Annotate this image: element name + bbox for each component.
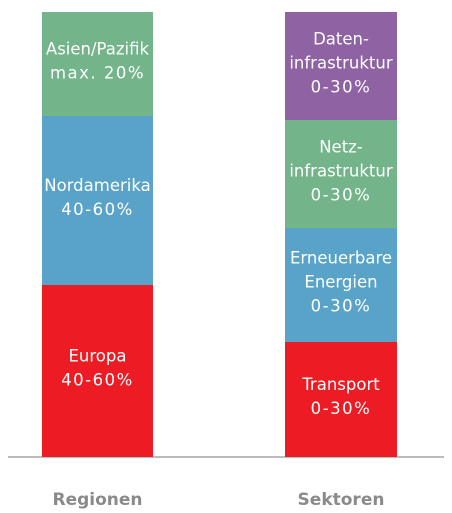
column-label: Regionen bbox=[52, 490, 142, 510]
block-label: 40-60% bbox=[61, 200, 134, 219]
block-label: Asien/Pazifik bbox=[46, 40, 150, 59]
block-label: max. 20% bbox=[50, 64, 145, 83]
block-label: Europa bbox=[69, 347, 127, 366]
block-label: 0-30% bbox=[311, 399, 372, 418]
block-label: Nordamerika bbox=[44, 176, 151, 195]
block-label: 0-30% bbox=[311, 186, 372, 205]
block bbox=[42, 116, 153, 285]
block bbox=[42, 285, 153, 457]
block bbox=[285, 12, 397, 120]
block bbox=[285, 342, 397, 457]
block bbox=[285, 228, 397, 342]
block-label: 0-30% bbox=[311, 78, 372, 97]
block-label: infrastruktur bbox=[289, 54, 393, 73]
block-label: Netz- bbox=[319, 138, 363, 157]
block bbox=[42, 12, 153, 116]
block-label: infrastruktur bbox=[289, 162, 393, 181]
block bbox=[285, 120, 397, 228]
block-label: Transport bbox=[301, 375, 380, 394]
block-label: Energien bbox=[304, 273, 377, 292]
column-label: Sektoren bbox=[298, 490, 385, 510]
block-label: 40-60% bbox=[61, 371, 134, 390]
block-label: Erneuerbare bbox=[290, 249, 392, 268]
block-label: Daten- bbox=[313, 30, 369, 49]
block-label: 0-30% bbox=[311, 297, 372, 316]
